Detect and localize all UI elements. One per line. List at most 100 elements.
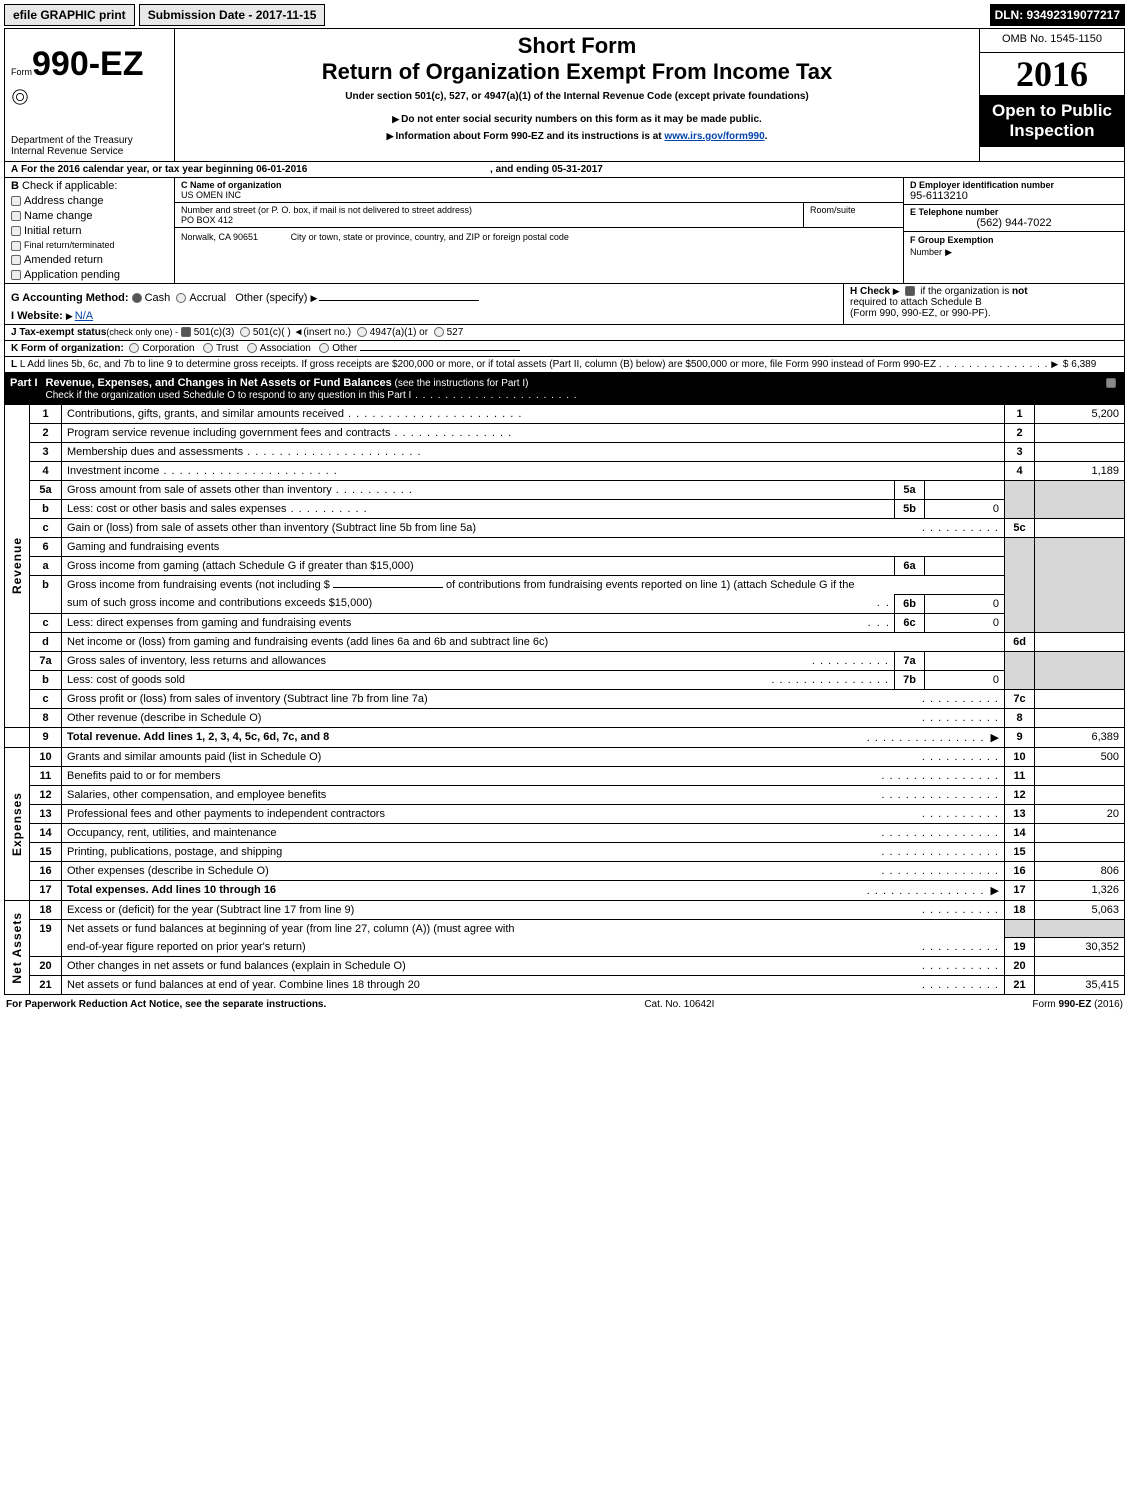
line-text: Gross profit or (loss) from sales of inv… <box>67 693 428 705</box>
line-text: Total revenue. Add lines 1, 2, 3, 4, 5c,… <box>67 731 329 743</box>
f-label: F Group Exemption <box>910 235 994 245</box>
expenses-section-label: Expenses <box>10 792 24 856</box>
fundraising-amount-field[interactable] <box>333 587 443 588</box>
label-final-return: Final return/terminated <box>24 240 115 250</box>
radio-527[interactable] <box>434 327 444 337</box>
amount-value: 5,200 <box>1035 404 1125 423</box>
part1-check-line: Check if the organization used Schedule … <box>46 390 412 401</box>
label-other-specify: Other (specify) <box>235 292 307 304</box>
submission-date-label: Submission Date - 2017-11-15 <box>139 4 326 26</box>
dln-label: DLN: 93492319077217 <box>990 4 1125 26</box>
k-label: K Form of organization: <box>11 343 124 354</box>
dept-label: Department of the Treasury <box>11 135 168 146</box>
line-text: Net income or (loss) from gaming and fun… <box>67 636 548 648</box>
line-text: Gaming and fundraising events <box>62 537 1005 556</box>
h-text2: required to attach Schedule B <box>850 297 982 308</box>
line-text2: of contributions from fundraising events… <box>443 579 855 591</box>
line-text: Less: cost of goods sold <box>67 674 185 686</box>
radio-trust[interactable] <box>203 343 213 353</box>
radio-4947[interactable] <box>357 327 367 337</box>
table-row: bGross income from fundraising events (n… <box>5 575 1125 594</box>
info-line: Information about Form 990-EZ and its in… <box>181 131 973 142</box>
netassets-section-label: Net Assets <box>10 912 24 984</box>
table-row: 15Printing, publications, postage, and s… <box>5 842 1125 861</box>
irs-label: Internal Revenue Service <box>11 146 168 157</box>
other-org-field[interactable] <box>360 350 520 351</box>
label-501c-blank: 501(c)( ) <box>253 327 291 338</box>
table-row: 2Program service revenue including gover… <box>5 423 1125 442</box>
part1-lines: Revenue 1 Contributions, gifts, grants, … <box>4 404 1125 996</box>
chk-initial[interactable] <box>11 226 21 236</box>
chk-name[interactable] <box>11 211 21 221</box>
line-no: 1 <box>30 404 62 423</box>
label-other-org: Other <box>332 343 357 354</box>
tax-year: 2016 <box>980 53 1124 95</box>
radio-other-org[interactable] <box>319 343 329 353</box>
radio-accrual[interactable] <box>176 293 186 303</box>
table-row: 5aGross amount from sale of assets other… <box>5 480 1125 499</box>
other-specify-field[interactable] <box>319 300 479 301</box>
efile-print-button[interactable]: efile GRAPHIC print <box>4 4 135 26</box>
info-block: A For the 2016 calendar year, or tax yea… <box>4 162 1125 374</box>
table-row: 9Total revenue. Add lines 1, 2, 3, 4, 5c… <box>5 727 1125 747</box>
table-row: 4Investment income41,189 <box>5 461 1125 480</box>
line-text: Investment income <box>67 465 159 477</box>
line-text: Gross income from gaming (attach Schedul… <box>67 560 414 572</box>
label-trust: Trust <box>216 343 238 354</box>
chk-schedule-b[interactable] <box>905 286 915 296</box>
label-address-change: Address change <box>24 195 104 207</box>
addr-label: Number and street (or P. O. box, if mail… <box>181 205 797 215</box>
line-text: Less: direct expenses from gaming and fu… <box>67 617 351 629</box>
radio-cash[interactable] <box>132 293 142 303</box>
line-text3: sum of such gross income and contributio… <box>67 597 372 609</box>
line-text: Gross amount from sale of assets other t… <box>67 484 332 496</box>
chk-schedule-o[interactable] <box>1106 378 1116 388</box>
open-public-badge: Open to Public Inspection <box>980 95 1124 147</box>
topbar: efile GRAPHIC print Submission Date - 20… <box>4 4 1125 26</box>
label-insert-no: (insert no.) <box>303 327 351 338</box>
website-link[interactable]: N/A <box>75 310 93 322</box>
radio-assoc[interactable] <box>247 343 257 353</box>
table-row: end-of-year figure reported on prior yea… <box>5 938 1125 957</box>
radio-501c-blank[interactable] <box>240 327 250 337</box>
chk-pending[interactable] <box>11 270 21 280</box>
table-row: 3Membership dues and assessments3 <box>5 442 1125 461</box>
chk-address[interactable] <box>11 196 21 206</box>
chk-final[interactable] <box>11 241 21 251</box>
label-amended-return: Amended return <box>24 254 103 266</box>
line-text: Benefits paid to or for members <box>67 770 220 782</box>
irs-form-link[interactable]: www.irs.gov/form990 <box>664 131 764 142</box>
revenue-section-label: Revenue <box>10 537 24 594</box>
table-row: 14Occupancy, rent, utilities, and mainte… <box>5 823 1125 842</box>
radio-corp[interactable] <box>129 343 139 353</box>
label-4947: 4947(a)(1) or <box>370 327 428 338</box>
h-text3: (Form 990, 990-EZ, or 990-PF). <box>850 308 991 319</box>
label-527: 527 <box>447 327 464 338</box>
label-initial-return: Initial return <box>24 225 81 237</box>
line-text: Other expenses (describe in Schedule O) <box>67 865 269 877</box>
table-row: 17Total expenses. Add lines 10 through 1… <box>5 880 1125 900</box>
table-row: 12Salaries, other compensation, and empl… <box>5 785 1125 804</box>
form-header: Form990-EZ Department of the Treasury In… <box>4 28 1125 162</box>
line-text: Net assets or fund balances at beginning… <box>62 919 1005 938</box>
table-row: 19Net assets or fund balances at beginni… <box>5 919 1125 938</box>
line-text: Contributions, gifts, grants, and simila… <box>67 408 344 420</box>
chk-amended[interactable] <box>11 255 21 265</box>
box-no: 1 <box>1005 404 1035 423</box>
table-row: cGross profit or (loss) from sales of in… <box>5 689 1125 708</box>
chk-501c3[interactable] <box>181 327 191 337</box>
part1-title: Revenue, Expenses, and Changes in Net As… <box>46 377 392 389</box>
page-footer: For Paperwork Reduction Act Notice, see … <box>4 995 1125 1014</box>
line-text: Gross sales of inventory, less returns a… <box>67 655 326 667</box>
short-form-title: Short Form <box>181 33 973 59</box>
line-text2: end-of-year figure reported on prior yea… <box>67 941 306 953</box>
d-label: D Employer identification number <box>910 180 1118 190</box>
label-association: Association <box>260 343 311 354</box>
l-amount: $ 6,389 <box>1063 359 1096 370</box>
label-accrual: Accrual <box>189 292 226 304</box>
pra-notice: For Paperwork Reduction Act Notice, see … <box>6 999 326 1010</box>
line-text: Occupancy, rent, utilities, and maintena… <box>67 827 277 839</box>
table-row: bLess: cost or other basis and sales exp… <box>5 499 1125 518</box>
line-text: Program service revenue including govern… <box>67 427 390 439</box>
org-name: US OMEN INC <box>181 190 897 200</box>
